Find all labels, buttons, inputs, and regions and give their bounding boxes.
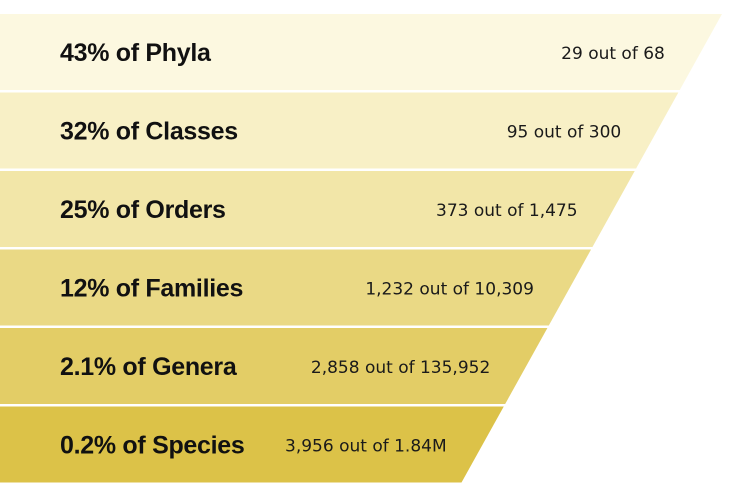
funnel-stage: 2.1% of Genera 2,858 out of 135,952 — [0, 328, 548, 404]
funnel-band — [0, 171, 635, 247]
funnel-band — [0, 92, 679, 169]
stage-label: 43% of Phyla — [60, 39, 212, 67]
funnel-stage: 12% of Families 1,232 out of 10,309 — [0, 249, 592, 326]
funnel-stage: 25% of Orders 373 out of 1,475 — [0, 171, 635, 247]
stage-label: 32% of Classes — [60, 118, 238, 146]
stage-label: 25% of Orders — [60, 196, 226, 224]
funnel-stage: 0.2% of Species 3,956 out of 1.84M — [0, 406, 504, 483]
stage-label: 2.1% of Genera — [60, 353, 238, 381]
funnel-band — [0, 14, 722, 90]
stage-detail: 95 out of 300 — [507, 123, 622, 143]
funnel-stage: 32% of Classes 95 out of 300 — [0, 92, 679, 169]
funnel-stage: 43% of Phyla 29 out of 68 — [0, 14, 722, 90]
stage-detail: 29 out of 68 — [561, 44, 665, 64]
funnel-band — [0, 328, 548, 404]
stage-label: 0.2% of Species — [60, 432, 244, 460]
funnel-band — [0, 249, 592, 326]
stage-detail: 373 out of 1,475 — [436, 201, 578, 221]
stage-label: 12% of Families — [60, 275, 243, 303]
stage-detail: 1,232 out of 10,309 — [365, 280, 534, 300]
stage-detail: 2,858 out of 135,952 — [311, 358, 490, 378]
stage-detail: 3,956 out of 1.84M — [285, 437, 447, 457]
funnel-band — [0, 406, 504, 483]
